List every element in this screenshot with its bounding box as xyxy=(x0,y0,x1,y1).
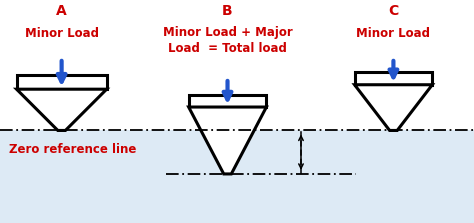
Polygon shape xyxy=(189,107,266,174)
Text: Minor Load: Minor Load xyxy=(356,27,430,40)
Bar xyxy=(0,130,474,223)
Text: A: A xyxy=(56,4,67,18)
Polygon shape xyxy=(17,89,107,130)
Bar xyxy=(17,75,107,89)
Text: Minor Load: Minor Load xyxy=(25,27,99,40)
Text: Minor Load + Major
Load  = Total load: Minor Load + Major Load = Total load xyxy=(163,26,292,55)
Bar xyxy=(355,72,432,85)
Text: Zero reference line: Zero reference line xyxy=(9,143,137,156)
Bar xyxy=(189,95,266,107)
Text: C: C xyxy=(388,4,399,18)
Polygon shape xyxy=(355,85,432,130)
Text: B: B xyxy=(222,4,233,18)
